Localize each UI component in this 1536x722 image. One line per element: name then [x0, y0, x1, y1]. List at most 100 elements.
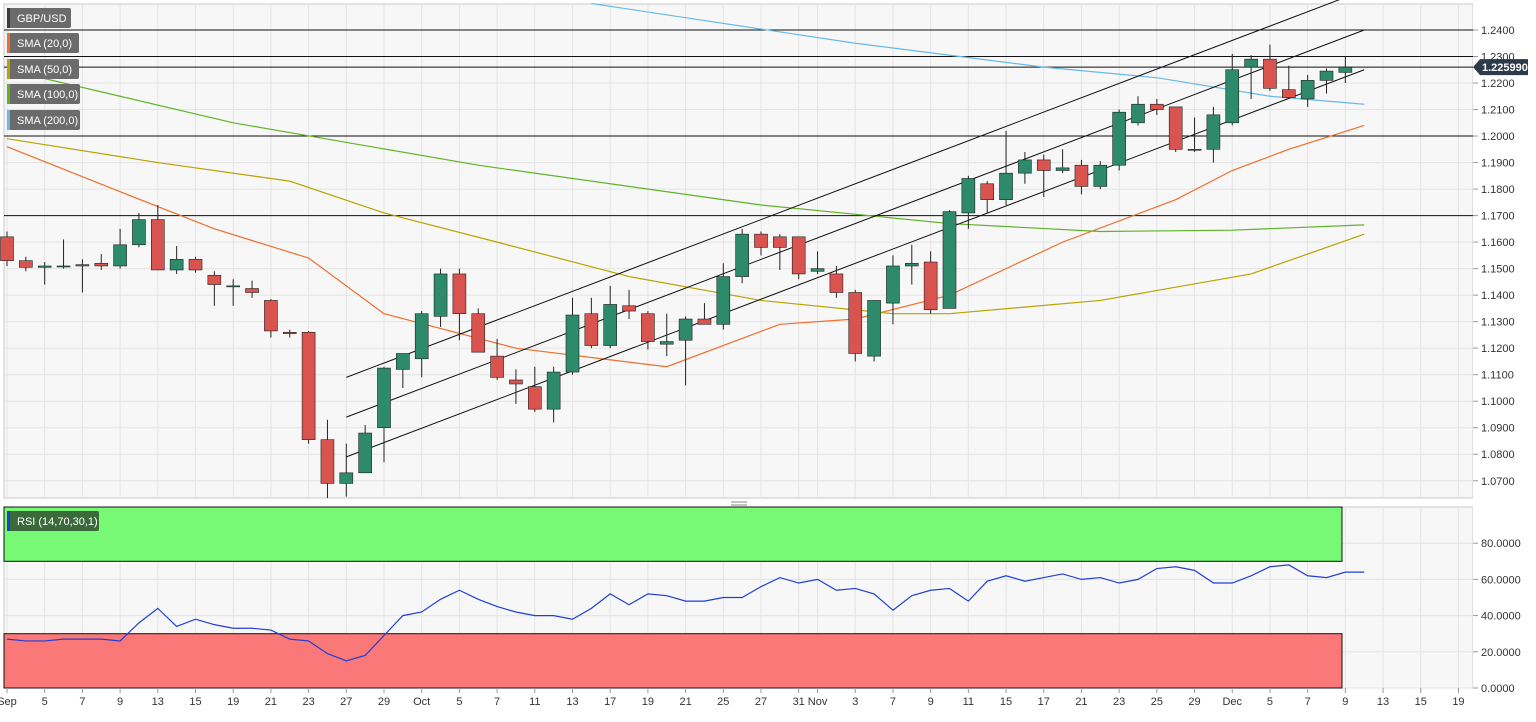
- candle[interactable]: [301, 330, 316, 444]
- candle[interactable]: [565, 297, 580, 375]
- channel-line[interactable]: [346, 29, 1365, 418]
- candle[interactable]: [829, 265, 844, 298]
- legend-label-sma-20: SMA (20,0): [17, 38, 72, 50]
- date-tick-label: 9: [928, 696, 934, 708]
- candle[interactable]: [19, 256, 33, 272]
- panel-resize-handle[interactable]: [731, 501, 747, 506]
- candle[interactable]: [791, 236, 806, 280]
- candle[interactable]: [641, 311, 655, 350]
- legend-item-pair[interactable]: GBP/USD: [7, 8, 71, 28]
- candle[interactable]: [546, 366, 561, 423]
- candle[interactable]: [75, 259, 90, 293]
- candle[interactable]: [942, 210, 957, 309]
- legend-item-sma-20[interactable]: SMA (20,0): [7, 33, 79, 53]
- candle[interactable]: [584, 297, 599, 349]
- candle-body-down: [754, 233, 768, 248]
- candle[interactable]: [207, 271, 222, 306]
- candle-body-down: [584, 313, 599, 346]
- date-tick-label: 29: [1188, 696, 1200, 708]
- candle[interactable]: [490, 338, 504, 381]
- candle[interactable]: [56, 239, 71, 269]
- candle[interactable]: [320, 419, 335, 498]
- candle[interactable]: [0, 231, 14, 266]
- candle[interactable]: [188, 256, 203, 273]
- candle[interactable]: [716, 263, 731, 330]
- candle[interactable]: [377, 366, 391, 463]
- candle[interactable]: [151, 204, 165, 271]
- price-tick-label: 1.0900: [1481, 423, 1515, 435]
- candle[interactable]: [132, 212, 146, 248]
- candle[interactable]: [1112, 109, 1126, 171]
- candle[interactable]: [226, 279, 240, 306]
- candle[interactable]: [1131, 96, 1145, 126]
- candle[interactable]: [433, 268, 448, 327]
- channel-line[interactable]: [346, 0, 1364, 378]
- candle[interactable]: [358, 425, 372, 474]
- candle[interactable]: [659, 313, 674, 357]
- candle-body-up: [377, 367, 391, 429]
- horizontal-levels: [4, 29, 1473, 217]
- candle[interactable]: [1168, 106, 1183, 152]
- candle[interactable]: [452, 268, 467, 341]
- candle-body-up: [716, 276, 731, 325]
- candle[interactable]: [1074, 159, 1089, 195]
- candle[interactable]: [1300, 75, 1315, 107]
- legend-item-sma-50[interactable]: SMA (50,0): [7, 59, 79, 79]
- candle[interactable]: [1055, 149, 1070, 174]
- legend-item-sma-200[interactable]: SMA (200,0): [7, 110, 80, 130]
- legend-item-sma-100[interactable]: SMA (100,0): [7, 84, 80, 104]
- candle[interactable]: [527, 366, 542, 412]
- rsi-bands: [3, 506, 1343, 689]
- candle[interactable]: [773, 234, 787, 270]
- candle[interactable]: [113, 228, 127, 269]
- candle[interactable]: [904, 244, 919, 285]
- candle-body-up: [1187, 149, 1202, 151]
- date-tick-label: Nov: [808, 696, 828, 708]
- candle[interactable]: [1093, 161, 1108, 190]
- candle[interactable]: [37, 262, 52, 285]
- candle[interactable]: [999, 130, 1013, 205]
- candle[interactable]: [678, 316, 693, 386]
- candle-body-up: [1131, 103, 1145, 124]
- price-axis: 1.0700 1.0800 1.0900 1.1000 1.1100 1.1200 1.13…: [1473, 25, 1515, 488]
- candle[interactable]: [1206, 106, 1221, 163]
- candle[interactable]: [961, 175, 976, 229]
- candle[interactable]: [414, 311, 429, 378]
- candle[interactable]: [396, 353, 410, 388]
- candle[interactable]: [1225, 53, 1240, 126]
- candle[interactable]: [1319, 68, 1334, 94]
- candle[interactable]: [735, 228, 749, 284]
- candle[interactable]: [1187, 117, 1202, 152]
- candle[interactable]: [980, 181, 995, 213]
- candle[interactable]: [339, 443, 354, 497]
- candle[interactable]: [1244, 55, 1258, 99]
- candle[interactable]: [697, 303, 712, 325]
- candle[interactable]: [509, 369, 523, 404]
- candle[interactable]: [1338, 56, 1353, 84]
- candle[interactable]: [245, 280, 259, 298]
- candle[interactable]: [1282, 65, 1296, 99]
- candle[interactable]: [923, 251, 938, 314]
- price-tick-label: 1.2400: [1481, 25, 1515, 37]
- date-tick-label: 9: [117, 696, 123, 708]
- candle[interactable]: [264, 299, 278, 338]
- candle[interactable]: [1036, 154, 1051, 198]
- legend-label-sma-200: SMA (200,0): [17, 115, 78, 127]
- candle[interactable]: [1263, 44, 1277, 91]
- candle[interactable]: [810, 251, 825, 274]
- candle[interactable]: [848, 289, 863, 362]
- rsi-legend[interactable]: RSI (14,70,30,1): [7, 511, 99, 531]
- candle[interactable]: [1018, 151, 1032, 184]
- candle[interactable]: [603, 285, 618, 349]
- candle[interactable]: [867, 300, 881, 362]
- candle[interactable]: [1150, 98, 1164, 115]
- date-tick-label: 15: [1415, 696, 1427, 708]
- candle[interactable]: [622, 289, 636, 320]
- candle[interactable]: [754, 231, 768, 256]
- candle[interactable]: [471, 308, 486, 353]
- candle[interactable]: [169, 246, 184, 274]
- date-tick-label: 19: [642, 696, 654, 708]
- candle[interactable]: [282, 329, 297, 338]
- candle[interactable]: [94, 254, 109, 270]
- candle[interactable]: [886, 255, 900, 325]
